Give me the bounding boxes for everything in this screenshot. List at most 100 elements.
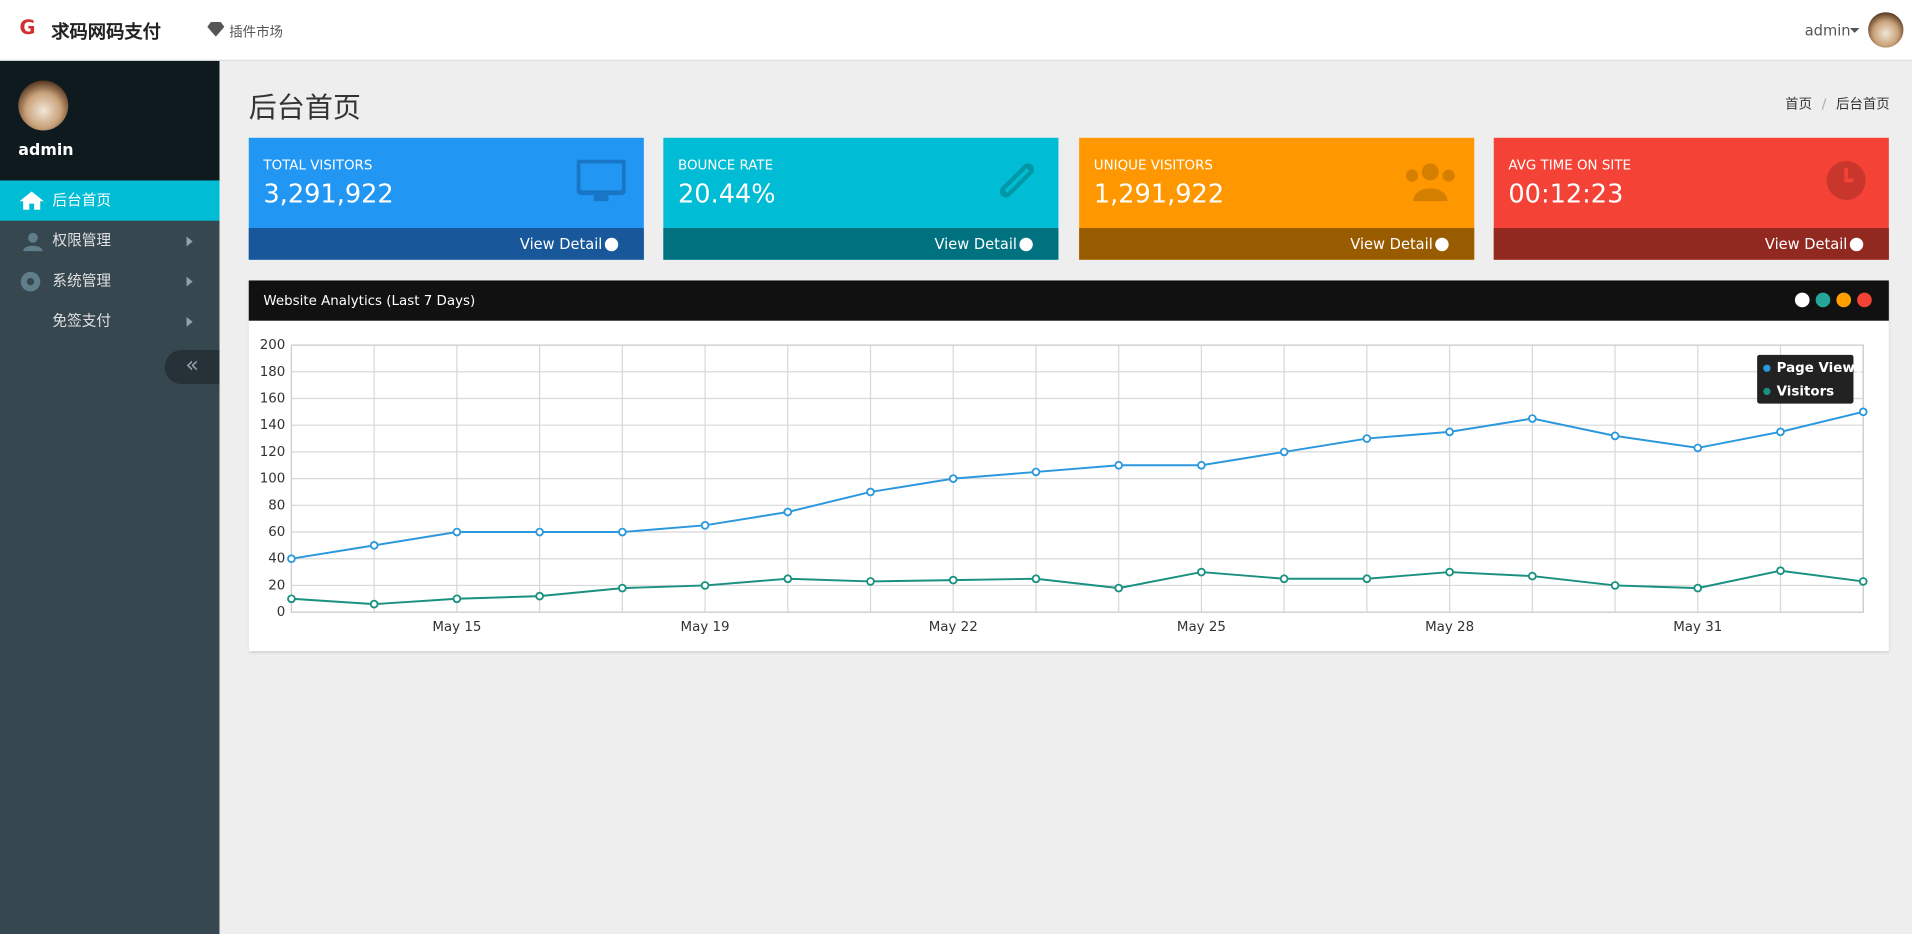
menu-item[interactable]: 免签支付 — [0, 301, 219, 341]
data-point — [535, 591, 544, 601]
data-point — [866, 487, 875, 497]
y-tick-label: 160 — [260, 391, 286, 406]
caret — [1849, 28, 1860, 33]
stat-card: TOTAL VISITORS 3,291,922 View Detail — [248, 137, 644, 260]
data-point — [369, 541, 379, 550]
y-tick-label: 140 — [260, 418, 286, 433]
data-point — [948, 575, 958, 585]
card-value: 00:12:23 — [1508, 179, 1624, 209]
legend-swatch — [1763, 364, 1771, 372]
data-point — [866, 577, 875, 586]
panel-header: Website Analytics (Last 7 Days) — [248, 280, 1889, 321]
menu-item[interactable]: 权限管理 — [0, 221, 219, 261]
menu-item[interactable]: 系统管理 — [0, 261, 219, 301]
card-label: UNIQUE VISITORS — [1093, 157, 1213, 174]
data-point — [1858, 407, 1868, 417]
logo: G — [19, 15, 36, 40]
data-point — [1197, 460, 1206, 470]
card-label: AVG TIME ON SITE — [1508, 157, 1631, 174]
data-point — [783, 507, 793, 517]
card-icon — [576, 159, 626, 202]
chart-panel: Website Analytics (Last 7 Days) May 15 Ma… — [248, 280, 1889, 652]
legend-swatch — [1763, 387, 1771, 396]
user-avatar[interactable] — [1868, 12, 1904, 48]
data-point — [1693, 443, 1703, 453]
refresh-button[interactable] — [1815, 292, 1831, 308]
data-point — [700, 581, 710, 590]
y-tick-label: 100 — [260, 472, 286, 487]
data-point — [369, 599, 379, 609]
user-menu[interactable]: admin — [1804, 21, 1851, 40]
separator: / — [1821, 96, 1827, 113]
data-point — [1279, 574, 1289, 584]
users-icon — [23, 232, 43, 252]
breadcrumb-item: 后台首页 — [1836, 96, 1890, 113]
menu-item[interactable]: 后台首页 — [0, 180, 220, 221]
card-value: 3,291,922 — [263, 179, 394, 209]
stat-card: BOUNCE RATE 20.44% View Detail — [663, 137, 1059, 260]
y-tick-label: 40 — [268, 552, 285, 567]
minimize-button[interactable] — [1836, 292, 1852, 308]
brand[interactable]: 求码网码支付 — [51, 20, 161, 43]
expand-button[interactable] — [1794, 292, 1810, 308]
menu-label: 权限管理 — [52, 231, 111, 249]
menu-label: 免签支付 — [52, 312, 111, 330]
data-point — [1527, 571, 1537, 581]
card-footer[interactable]: View Detail — [663, 228, 1059, 260]
data-point — [1858, 577, 1868, 586]
y-tick-label: 60 — [268, 525, 285, 540]
nav-link[interactable]: 插件市场 — [229, 24, 283, 41]
collapse-button[interactable]: « — [164, 349, 220, 385]
data-point — [1362, 434, 1372, 443]
card-link[interactable]: View Detail — [1764, 235, 1848, 253]
breadcrumb: 首页 / 后台首页 — [1785, 94, 1890, 114]
menu-label: 后台首页 — [52, 191, 111, 209]
page-title: 后台首页 — [248, 92, 361, 125]
data-point — [1610, 431, 1620, 441]
y-tick-label: 180 — [260, 365, 286, 380]
x-tick-label: May 28 — [1425, 620, 1474, 635]
data-point — [1445, 427, 1454, 437]
y-tick-label: 120 — [260, 445, 286, 460]
home-icon — [19, 191, 44, 210]
data-point — [1197, 567, 1206, 577]
card-label: BOUNCE RATE — [677, 157, 774, 174]
series-line — [291, 569, 1864, 606]
x-tick-label: May 25 — [1177, 620, 1226, 635]
data-point — [1776, 566, 1785, 576]
card-value: 1,291,922 — [1093, 179, 1225, 209]
card-icon — [1826, 160, 1866, 200]
y-tick-label: 80 — [268, 498, 285, 513]
data-point — [452, 527, 462, 537]
card-label: TOTAL VISITORS — [263, 157, 373, 174]
x-tick-label: May 15 — [432, 620, 481, 635]
data-point — [1362, 574, 1372, 584]
stat-card: AVG TIME ON SITE 00:12:23 View Detail — [1493, 137, 1889, 260]
card-footer[interactable]: View Detail — [1079, 228, 1475, 260]
card-icon — [999, 163, 1035, 198]
card-link[interactable]: View Detail — [519, 235, 603, 253]
x-tick-label: May 19 — [681, 620, 730, 635]
card-footer[interactable]: View Detail — [248, 228, 644, 260]
top-bar: G 求码网码支付 插件市场 admin — [0, 0, 1912, 61]
breadcrumb-item[interactable]: 首页 — [1785, 96, 1813, 113]
data-point — [948, 474, 958, 483]
data-point — [618, 583, 627, 593]
card-link[interactable]: View Detail — [934, 235, 1017, 253]
card-value: 20.44% — [677, 179, 776, 209]
data-point — [1610, 581, 1620, 590]
chart: May 15 May 19 May 22 May 25 May 28 May 31 0 20 4… — [260, 338, 1868, 635]
data-point — [1031, 467, 1041, 477]
data-point — [287, 594, 296, 604]
y-tick-label: 200 — [260, 338, 286, 353]
legend-label: Visitors — [1777, 384, 1835, 399]
data-point — [783, 574, 793, 584]
data-point — [1527, 414, 1537, 423]
card-link[interactable]: View Detail — [1350, 235, 1433, 253]
card-footer[interactable]: View Detail — [1493, 228, 1889, 260]
data-point — [1445, 567, 1454, 577]
close-button[interactable] — [1857, 292, 1872, 308]
data-point — [1776, 427, 1785, 437]
